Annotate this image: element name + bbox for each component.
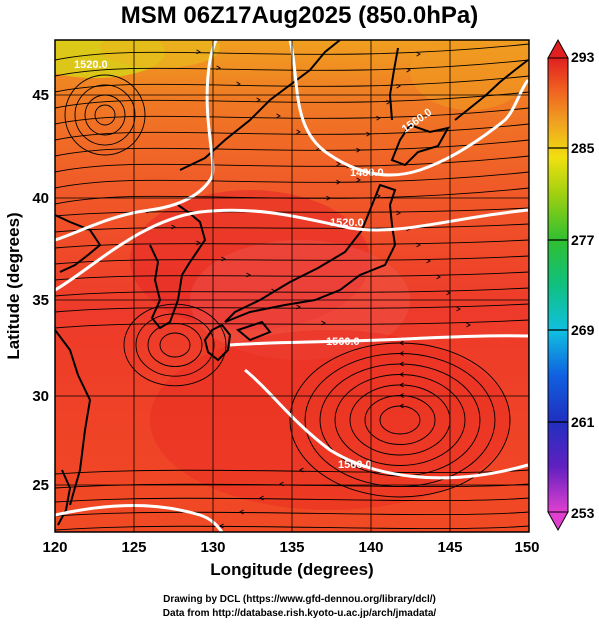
x-tick-label: 125 bbox=[121, 539, 146, 556]
y-tick-label: 35 bbox=[32, 292, 49, 309]
x-axis: 120 125 130 135 140 145 150 Longitude (d… bbox=[42, 539, 539, 579]
gridlines bbox=[55, 40, 529, 532]
map-title: MSM 06Z17Aug2025 (850.0hPa) bbox=[120, 2, 479, 29]
y-tick-label: 25 bbox=[32, 477, 49, 494]
y-tick-label: 40 bbox=[32, 190, 49, 207]
colorbar-max-arrow bbox=[547, 38, 569, 59]
weather-map: 1520.0 1480.0 1520.0 1560.0 1560.0 1560.… bbox=[4, 38, 595, 579]
credit-line-dcl: Drawing by DCL (https://www.gfd-dennou.o… bbox=[163, 594, 436, 605]
china-coastline bbox=[55, 214, 102, 506]
colorbar-tick-label: 293 bbox=[571, 49, 595, 65]
contour-label: 1520.0 bbox=[74, 59, 108, 71]
kyushu-coastline bbox=[203, 323, 232, 362]
x-tick-label: 150 bbox=[514, 539, 539, 556]
colorbar-tick-label: 253 bbox=[571, 505, 595, 521]
hokkaido-coastline bbox=[390, 123, 450, 167]
colorbar-ramp bbox=[547, 57, 569, 513]
colorbar: 293 285 277 269 261 253 bbox=[547, 38, 595, 532]
shikoku-coastline bbox=[235, 320, 272, 342]
colorbar-tick-label: 261 bbox=[571, 414, 595, 430]
colorbar-tick-label: 285 bbox=[571, 140, 595, 156]
y-tick-label: 45 bbox=[32, 87, 49, 104]
x-tick-label: 135 bbox=[279, 539, 304, 556]
contour-label: 1480.0 bbox=[350, 167, 384, 179]
x-tick-label: 140 bbox=[358, 539, 383, 556]
y-axis-label: Latitude (degrees) bbox=[4, 212, 23, 359]
x-tick-label: 130 bbox=[200, 539, 225, 556]
contour-label: 1520.0 bbox=[330, 217, 364, 229]
x-tick-label: 120 bbox=[42, 539, 67, 556]
y-axis: 25 30 35 40 45 Latitude (degrees) bbox=[4, 87, 49, 494]
kuril-coastline bbox=[454, 59, 529, 121]
korea-coastline bbox=[149, 204, 207, 330]
coastlines bbox=[55, 40, 529, 526]
contour-label: 1560.0 bbox=[338, 459, 372, 471]
height-contours bbox=[55, 40, 529, 532]
plot-frame bbox=[54, 39, 530, 533]
sakhalin-coastline bbox=[388, 47, 399, 121]
y-tick-label: 30 bbox=[32, 388, 49, 405]
colorbar-tick-label: 269 bbox=[571, 322, 595, 338]
credit-line-data: Data from http://database.rish.kyoto-u.a… bbox=[162, 608, 437, 619]
contour-label: 1560.0 bbox=[326, 336, 360, 348]
honshu-coastline bbox=[224, 183, 397, 323]
taiwan-coastline bbox=[57, 469, 72, 526]
colorbar-min-arrow bbox=[547, 511, 569, 532]
x-tick-label: 145 bbox=[437, 539, 462, 556]
x-axis-label: Longitude (degrees) bbox=[210, 560, 373, 579]
colorbar-tick-label: 277 bbox=[571, 232, 595, 248]
